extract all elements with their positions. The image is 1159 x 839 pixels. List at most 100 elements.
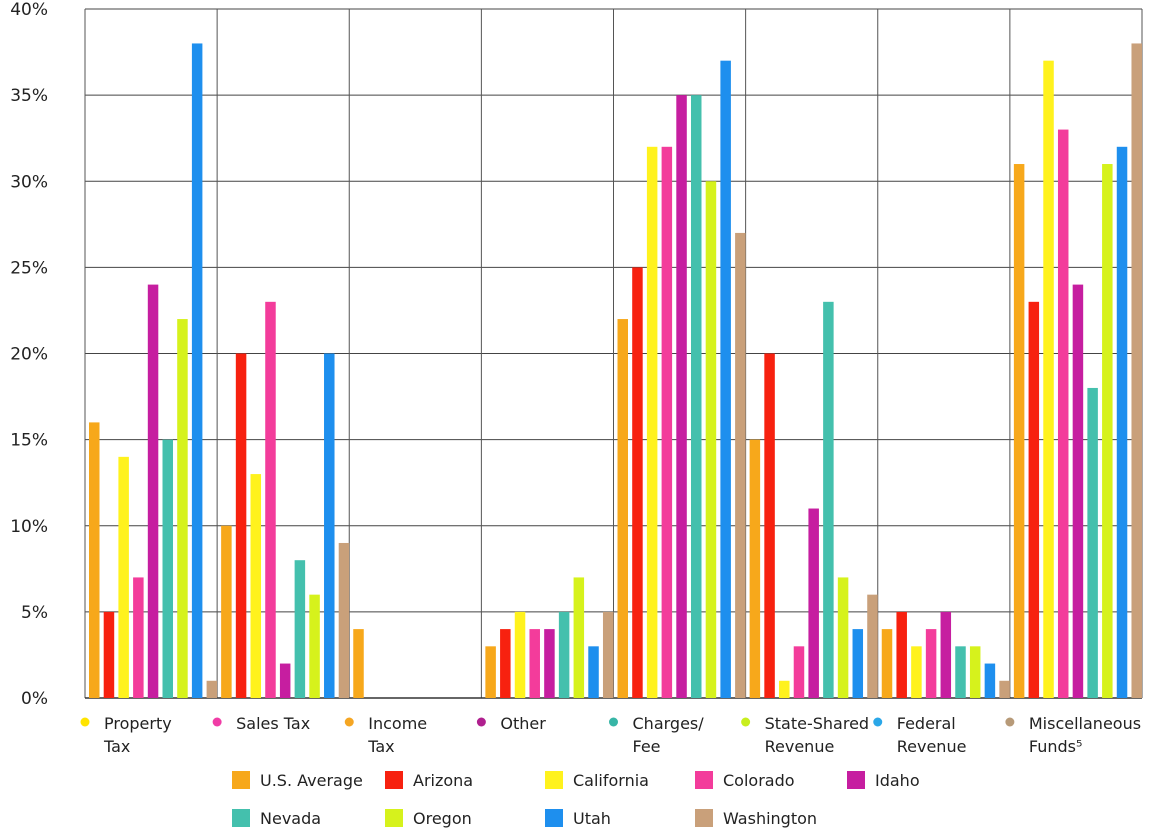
legend-label: Colorado	[723, 771, 795, 790]
category-label-line: Federal	[897, 714, 956, 733]
legend-label: Arizona	[413, 771, 473, 790]
legend-item: U.S. Average	[232, 771, 363, 790]
y-tick-label: 10%	[10, 517, 48, 537]
category-marker	[1005, 717, 1015, 727]
category-label: State-Shared Revenue	[741, 714, 869, 756]
category-marker	[212, 717, 222, 727]
bar	[235, 353, 247, 698]
bar	[324, 353, 335, 698]
bars	[89, 43, 1142, 699]
bar	[867, 594, 878, 698]
bar	[852, 629, 864, 698]
bar	[500, 629, 511, 698]
category-marker	[344, 717, 354, 727]
bar	[103, 611, 115, 698]
bar	[749, 439, 761, 698]
bar	[955, 646, 966, 698]
bar	[309, 594, 320, 698]
category-label-line: Tax	[367, 737, 394, 756]
legend-item: Arizona	[385, 771, 473, 790]
category-label: Income Tax	[344, 714, 427, 756]
y-tick-label: 20%	[10, 345, 48, 365]
bar	[191, 43, 203, 698]
legend-label: U.S. Average	[260, 771, 363, 790]
gridlines	[84, 8, 1143, 699]
y-tick-label: 0%	[21, 689, 48, 709]
legend-swatch	[385, 771, 403, 789]
category-marker	[873, 717, 883, 727]
bar	[558, 611, 570, 698]
legend-swatch	[545, 809, 563, 827]
legend-label: Idaho	[875, 771, 920, 790]
bar	[881, 629, 893, 698]
bar	[1087, 387, 1098, 698]
bar	[925, 629, 937, 698]
category-label-line: Revenue	[897, 737, 967, 756]
legend-swatch	[232, 771, 250, 789]
category-label-line: Fee	[633, 737, 661, 756]
bar	[1102, 164, 1113, 698]
legend-item: Nevada	[232, 809, 321, 828]
y-tick-label: 5%	[21, 603, 48, 623]
bar	[265, 301, 276, 698]
bar	[1131, 43, 1142, 698]
category-label-line: Miscellaneous	[1029, 714, 1141, 733]
bar	[1072, 284, 1084, 698]
bar	[250, 474, 262, 698]
category-marker	[80, 717, 90, 727]
bar	[823, 301, 834, 698]
category-labels: Property Tax Sales Tax Income Tax Other Charge…	[80, 714, 1141, 756]
bar	[720, 60, 731, 699]
bar	[529, 629, 540, 698]
bar	[779, 680, 790, 698]
category-label: Miscellaneous Funds⁵	[1005, 714, 1141, 756]
bar	[676, 95, 687, 698]
bar	[89, 422, 100, 698]
category-label-line: Sales Tax	[236, 714, 310, 733]
bar	[1013, 164, 1025, 698]
category-label: Other	[476, 714, 546, 733]
category-label-line: Other	[500, 714, 546, 733]
bar	[147, 284, 159, 698]
bar	[485, 646, 496, 698]
legend-label: Oregon	[413, 809, 472, 828]
category-label: Sales Tax	[212, 714, 310, 733]
legend-swatch	[695, 771, 713, 789]
category-label-line: Funds⁵	[1029, 737, 1083, 756]
bar	[1116, 146, 1128, 699]
bar	[602, 611, 614, 698]
bar	[353, 629, 364, 698]
legend-label: California	[573, 771, 649, 790]
bar	[573, 577, 585, 698]
category-label: Charges/Fee	[609, 714, 704, 756]
bar	[118, 456, 129, 698]
category-label: Federal Revenue	[873, 714, 966, 756]
legend: U.S. Average Arizona California Colorado Ida…	[232, 771, 920, 828]
bar	[691, 95, 702, 698]
legend-item: Utah	[545, 809, 611, 828]
category-marker	[609, 717, 618, 727]
bar	[735, 232, 746, 699]
bar	[632, 267, 643, 698]
category-label-line: Charges/	[633, 714, 705, 733]
legend-item: Idaho	[847, 771, 920, 790]
category-label: Property Tax	[80, 714, 172, 756]
bar	[764, 353, 775, 698]
category-label-line: Revenue	[765, 737, 835, 756]
category-label-line: Property	[104, 714, 172, 733]
bar	[514, 611, 526, 698]
bar	[544, 629, 555, 698]
legend-label: Washington	[723, 809, 817, 828]
bar	[1057, 129, 1069, 698]
legend-swatch	[695, 809, 713, 827]
legend-item: California	[545, 771, 649, 790]
category-label-line: Tax	[103, 737, 130, 756]
category-label-line: State-Shared	[765, 714, 869, 733]
y-tick-label: 35%	[10, 86, 48, 106]
y-tick-label: 15%	[10, 431, 48, 451]
category-label-line: Income	[368, 714, 427, 733]
bar	[661, 146, 673, 699]
bar	[705, 181, 717, 698]
bar	[940, 611, 952, 698]
